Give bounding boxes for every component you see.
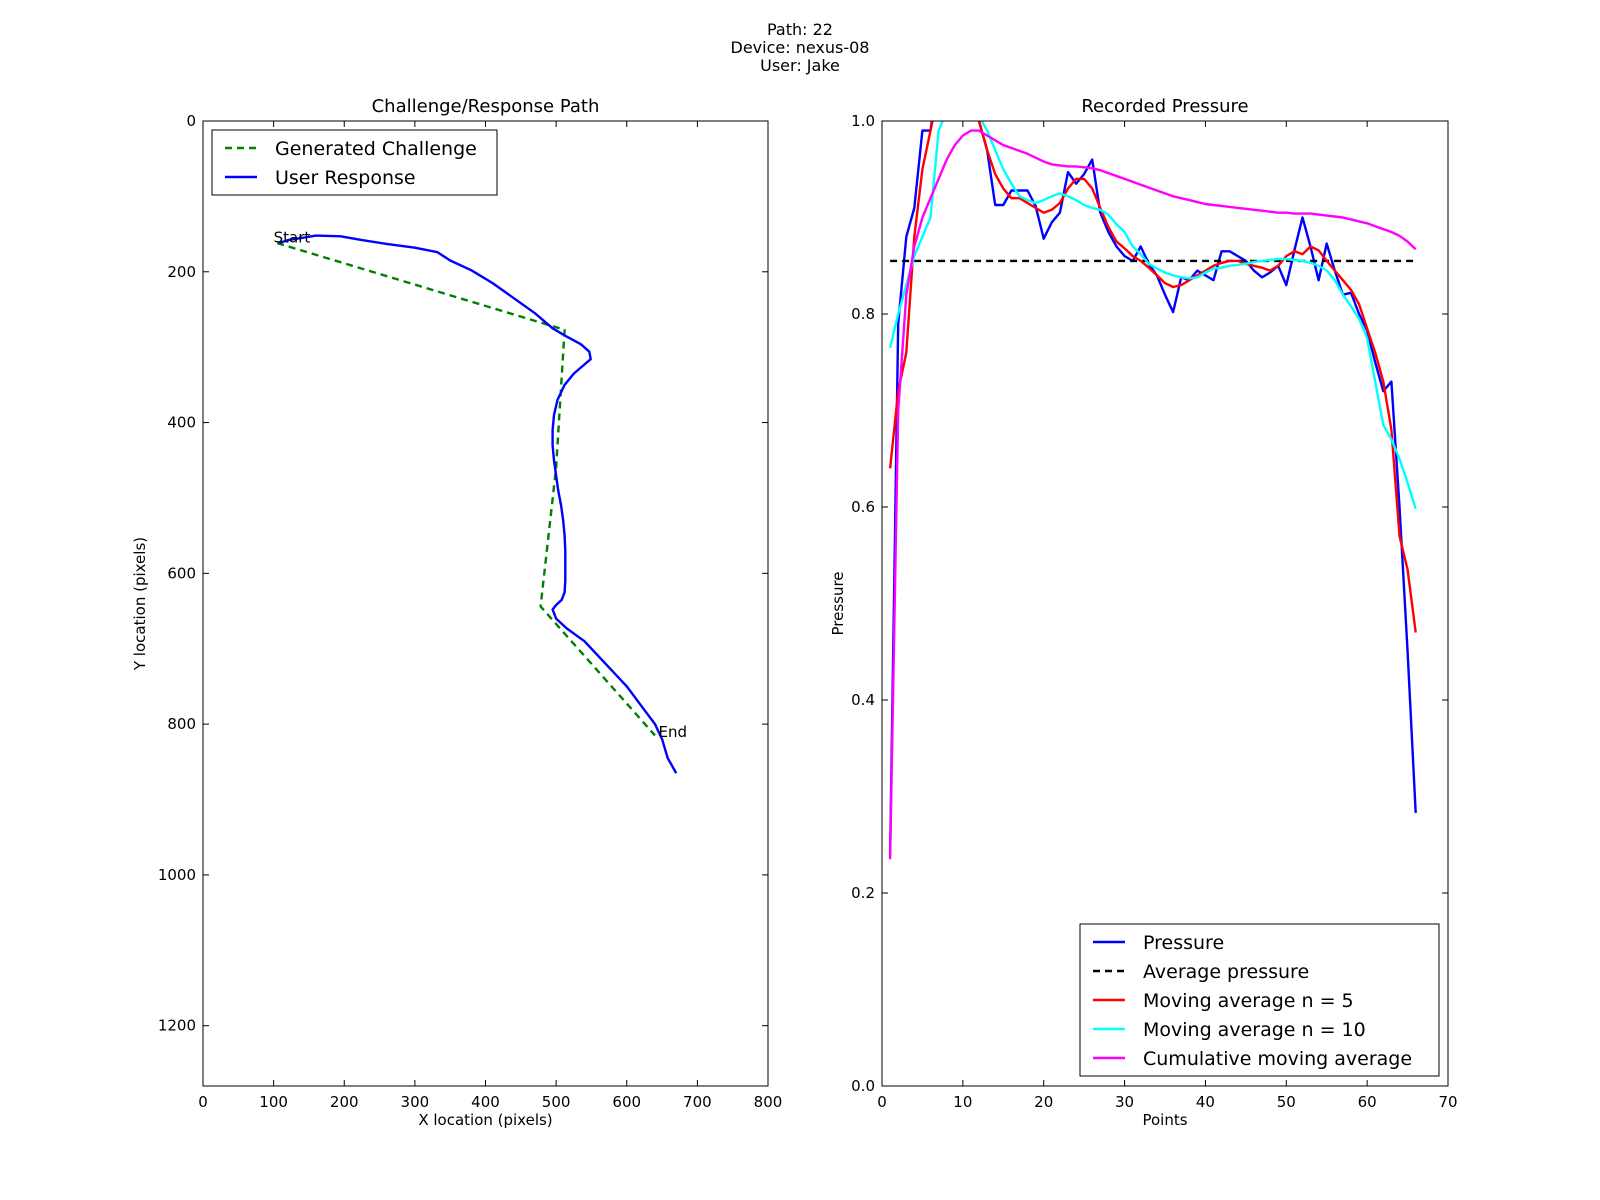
path-x-tick-label: 600 <box>612 1093 641 1111</box>
figure-title-path: Path: 22 <box>767 20 833 39</box>
pressure-series-moving-average-n-10 <box>888 121 1417 510</box>
path-y-tick-label: 1000 <box>158 866 196 884</box>
path-axes-frame <box>202 120 769 1087</box>
pressure-legend-box <box>1079 923 1440 1077</box>
path-y-tick-label: 800 <box>167 715 196 733</box>
pressure-x-tick-label: 20 <box>1034 1093 1053 1111</box>
path-annotation-start: Start <box>274 229 311 247</box>
pressure-y-tick-label: 0.4 <box>851 691 875 709</box>
pressure-chart: Recorded Pressure 0 10 20 30 40 50 60 70 0.0 0.2 0.… <box>829 96 1458 1129</box>
pressure-legend-label: Moving average n = 5 <box>1143 990 1354 1012</box>
pressure-x-axis-label: Points <box>1142 1111 1187 1129</box>
pressure-y-axis-label: Pressure <box>829 571 847 635</box>
path-legend-label: Generated Challenge <box>275 138 477 160</box>
pressure-x-tick-label: 70 <box>1438 1093 1457 1111</box>
figure-title-user: User: Jake <box>760 56 840 75</box>
path-chart-title: Challenge/Response Path <box>372 96 600 117</box>
pressure-y-tick-label: 0.0 <box>851 1077 875 1095</box>
path-x-tick-label: 200 <box>330 1093 359 1111</box>
figure-title-device: Device: nexus-08 <box>730 38 870 57</box>
path-x-tick-label: 0 <box>198 1093 208 1111</box>
pressure-y-tick-label: 0.8 <box>851 305 875 323</box>
path-x-axis-label: X location (pixels) <box>418 1111 552 1129</box>
path-series-generated-challenge <box>276 241 656 737</box>
path-y-tick-label: 1200 <box>158 1017 196 1035</box>
pressure-x-tick-label: 30 <box>1115 1093 1134 1111</box>
pressure-x-tick-label: 10 <box>953 1093 972 1111</box>
pressure-x-tick-label: 60 <box>1358 1093 1377 1111</box>
pressure-y-tick-label: 1.0 <box>851 112 875 130</box>
pressure-legend-label: Moving average n = 10 <box>1143 1019 1366 1041</box>
path-legend-box <box>211 129 498 196</box>
pressure-x-tick-label: 0 <box>877 1093 887 1111</box>
path-series-user-response <box>278 234 678 774</box>
path-x-tick-label: 100 <box>259 1093 288 1111</box>
path-x-tick-label: 800 <box>754 1093 783 1111</box>
pressure-series-cumulative-moving-average <box>888 129 1417 860</box>
path-y-axis-label: Y location (pixels) <box>131 537 149 671</box>
path-x-tick-label: 700 <box>683 1093 712 1111</box>
path-x-tick-label: 500 <box>542 1093 571 1111</box>
pressure-y-tick-label: 0.6 <box>851 498 875 516</box>
pressure-series-pressure <box>888 121 1417 855</box>
path-y-tick-label: 0 <box>186 112 196 130</box>
pressure-y-tick-label: 0.2 <box>851 884 875 902</box>
pressure-x-tick-label: 50 <box>1277 1093 1296 1111</box>
pressure-x-tick-label: 40 <box>1196 1093 1215 1111</box>
pressure-chart-title: Recorded Pressure <box>1081 96 1248 117</box>
path-y-tick-label: 400 <box>167 414 196 432</box>
path-x-tick-label: 300 <box>401 1093 430 1111</box>
path-legend: Generated Challenge User Response <box>211 129 498 196</box>
path-annotation-end: End <box>659 723 688 741</box>
pressure-legend-label: Cumulative moving average <box>1143 1048 1412 1070</box>
path-x-tick-label: 400 <box>471 1093 500 1111</box>
pressure-series-moving-average-n-5 <box>888 121 1417 633</box>
pressure-legend-label: Pressure <box>1143 932 1224 954</box>
path-legend-label: User Response <box>275 167 416 189</box>
path-chart: Challenge/Response Path 0 100 200 300 400 500 6… <box>131 96 782 1129</box>
pressure-axes-frame <box>881 120 1449 1087</box>
pressure-legend: Pressure Average pressure Moving average n… <box>1079 923 1440 1077</box>
path-y-tick-label: 200 <box>167 263 196 281</box>
pressure-legend-label: Average pressure <box>1143 961 1309 983</box>
path-y-tick-label: 600 <box>167 564 196 582</box>
